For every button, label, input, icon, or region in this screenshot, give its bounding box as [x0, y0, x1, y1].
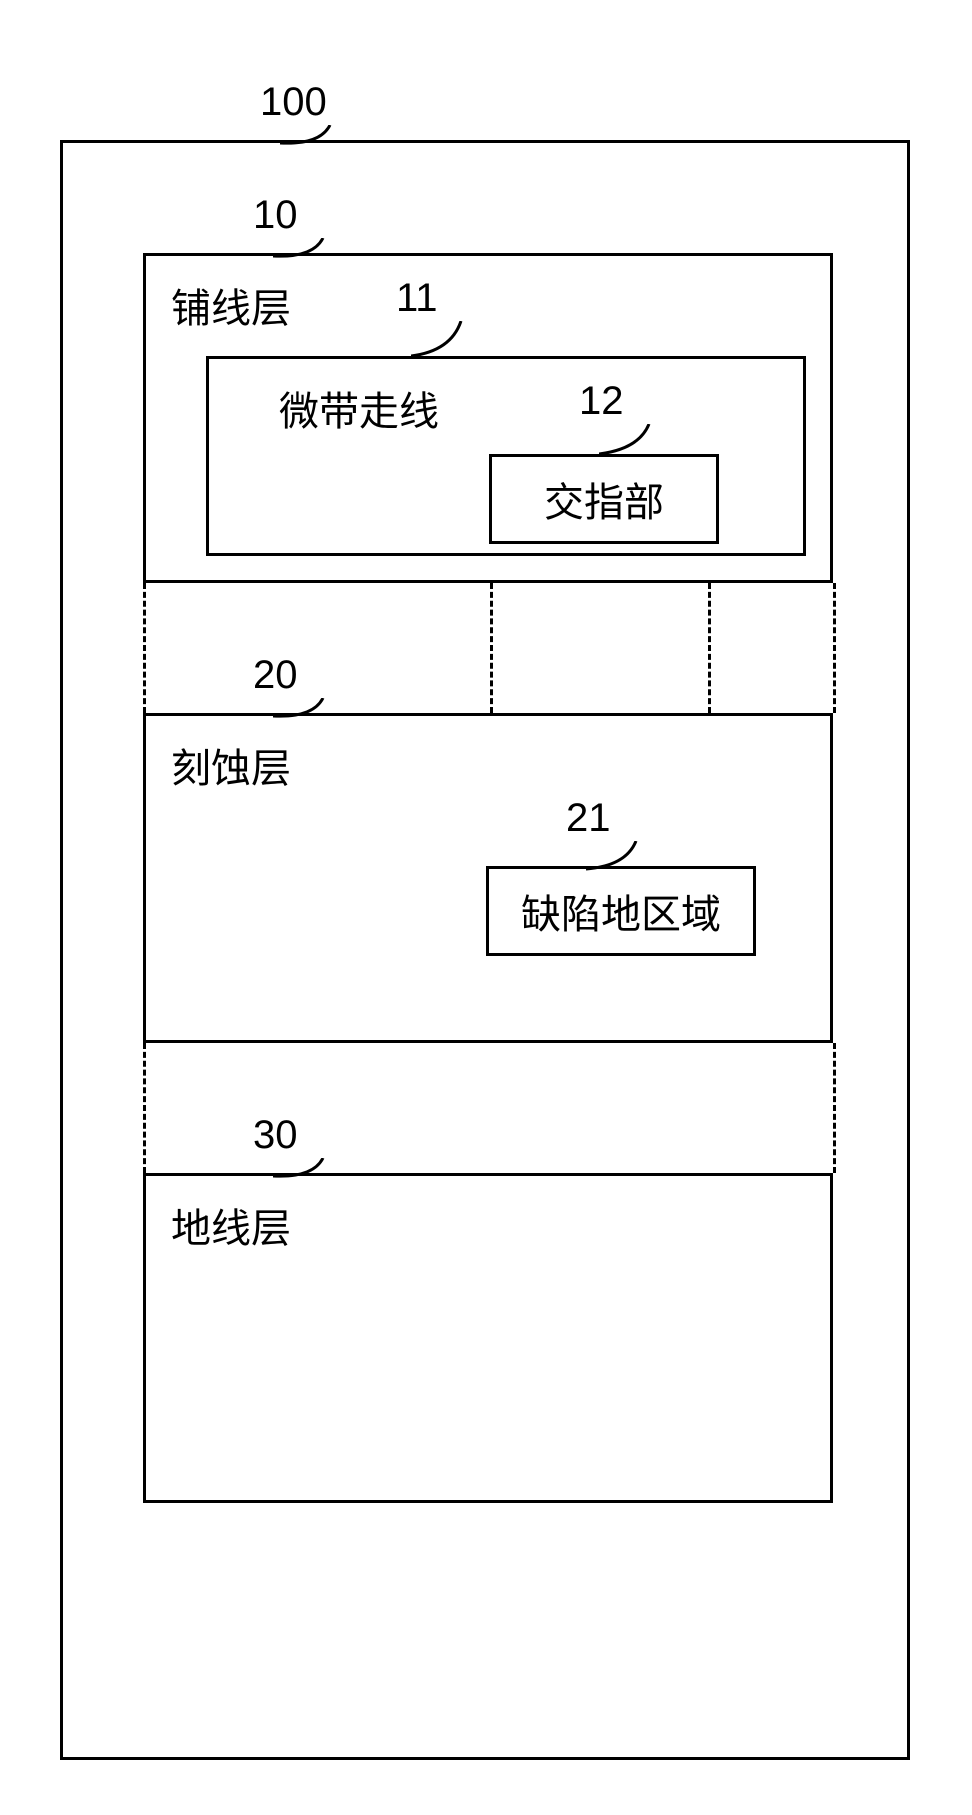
layer-10-title: 铺线层: [171, 276, 291, 334]
box-21: 缺陷地区域: [486, 866, 756, 956]
layer-30-box: 地线层: [143, 1173, 833, 1503]
dash-5: [143, 1043, 146, 1173]
outer-container: 10 铺线层 11 微带走线 12 交指部 20: [60, 140, 910, 1760]
dash-3: [708, 583, 711, 713]
box-11-title: 微带走线: [279, 379, 439, 437]
ref-label-30: 30: [253, 1113, 298, 1158]
layer-10-box: 铺线层 11 微带走线 12 交指部: [143, 253, 833, 583]
box-21-title: 缺陷地区域: [521, 882, 721, 940]
ref-label-20: 20: [253, 653, 298, 698]
dash-4: [833, 583, 836, 713]
ref-label-10: 10: [253, 193, 298, 238]
box-12: 交指部: [489, 454, 719, 544]
dash-2: [490, 583, 493, 713]
dash-1: [143, 583, 146, 713]
ref-label-12: 12: [579, 379, 624, 424]
layer-20-box: 刻蚀层 21 缺陷地区域: [143, 713, 833, 1043]
ref-label-11: 11: [396, 276, 438, 321]
box-12-title: 交指部: [544, 470, 664, 528]
layer-20-title: 刻蚀层: [171, 736, 291, 794]
ref-label-100: 100: [260, 80, 327, 125]
layer-30-title: 地线层: [171, 1196, 291, 1254]
dash-6: [833, 1043, 836, 1173]
box-11: 微带走线 12 交指部: [206, 356, 806, 556]
ref-label-21: 21: [566, 796, 611, 841]
